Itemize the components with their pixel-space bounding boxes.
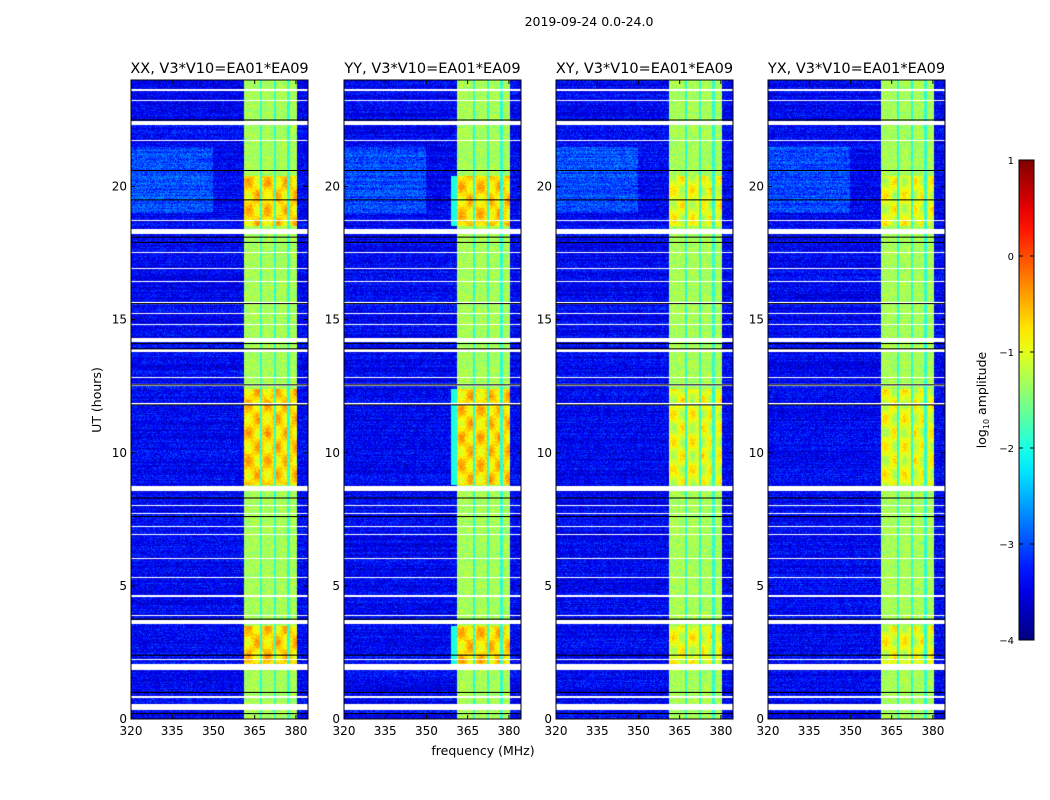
y-tick-label: 5	[756, 579, 764, 593]
colorbar	[1018, 159, 1035, 641]
colorbar-tick-label: −2	[999, 444, 1014, 455]
y-tick-label: 5	[119, 579, 127, 593]
y-tick-label: 10	[112, 446, 127, 460]
x-tick-label: 320	[333, 724, 356, 738]
x-tick-label: 350	[415, 724, 438, 738]
y-tick-label: 0	[119, 712, 127, 726]
colorbar-tick-label: −3	[999, 540, 1014, 551]
colorbar-tick-label: −4	[999, 636, 1014, 647]
x-axis-label: frequency (MHz)	[431, 743, 534, 758]
colorbar-label-rest: amplitude	[974, 351, 989, 418]
colorbar-label: log10 amplitude	[974, 351, 991, 448]
y-tick-label: 20	[325, 180, 340, 194]
panel-2-title: XY, V3*V10=EA01*EA09	[556, 61, 733, 77]
x-tick-label: 365	[456, 724, 479, 738]
y-tick-label: 15	[112, 313, 127, 327]
y-tick-label: 20	[112, 180, 127, 194]
x-tick-label: 365	[668, 724, 691, 738]
x-tick-label: 350	[202, 724, 225, 738]
y-tick-label: 20	[537, 180, 552, 194]
x-tick-label: 350	[627, 724, 650, 738]
y-tick-label: 10	[537, 446, 552, 460]
heatmap-panel-2-image	[556, 80, 733, 719]
x-tick-label: 380	[921, 724, 944, 738]
x-tick-label: 335	[161, 724, 184, 738]
panel-3-frame	[767, 79, 946, 720]
x-tick-label: 320	[757, 724, 780, 738]
panel-0-frame	[130, 79, 309, 720]
heatmap-panel-0-image	[131, 80, 308, 719]
colorbar-label-sub: 10	[982, 419, 991, 429]
y-tick-label: 15	[749, 313, 764, 327]
x-tick-label: 320	[545, 724, 568, 738]
x-tick-label: 365	[243, 724, 266, 738]
y-tick-label: 0	[756, 712, 764, 726]
x-tick-label: 335	[798, 724, 821, 738]
panel-0-title: XX, V3*V10=EA01*EA09	[130, 61, 308, 77]
y-tick-label: 10	[749, 446, 764, 460]
y-tick-label: 20	[749, 180, 764, 194]
x-tick-label: 320	[120, 724, 143, 738]
colorbar-label-log: log	[974, 429, 989, 448]
colorbar-tick-label: 0	[1008, 252, 1014, 263]
x-tick-label: 365	[880, 724, 903, 738]
y-tick-label: 15	[537, 313, 552, 327]
x-tick-label: 335	[586, 724, 609, 738]
panel-3-title: YX, V3*V10=EA01*EA09	[767, 61, 945, 77]
x-tick-label: 350	[839, 724, 862, 738]
y-tick-label: 10	[325, 446, 340, 460]
y-tick-label: 5	[332, 579, 340, 593]
y-tick-label: 0	[544, 712, 552, 726]
colorbar-tick-label: 1	[1008, 156, 1014, 167]
colorbar-tick-label: −1	[999, 348, 1014, 359]
y-axis-label: UT (hours)	[89, 367, 104, 433]
x-tick-label: 380	[709, 724, 732, 738]
y-tick-label: 15	[325, 313, 340, 327]
heatmap-panel-3-image	[768, 80, 945, 719]
panel-1-frame	[343, 79, 522, 720]
figure-title: 2019-09-24 0.0-24.0	[525, 14, 654, 29]
x-tick-label: 380	[284, 724, 307, 738]
y-tick-label: 5	[544, 579, 552, 593]
x-tick-label: 335	[374, 724, 397, 738]
y-tick-label: 0	[332, 712, 340, 726]
heatmap-panel-1-image	[344, 80, 521, 719]
panel-1-title: YY, V3*V10=EA01*EA09	[343, 61, 520, 77]
panel-2-frame	[555, 79, 734, 720]
x-tick-label: 380	[497, 724, 520, 738]
